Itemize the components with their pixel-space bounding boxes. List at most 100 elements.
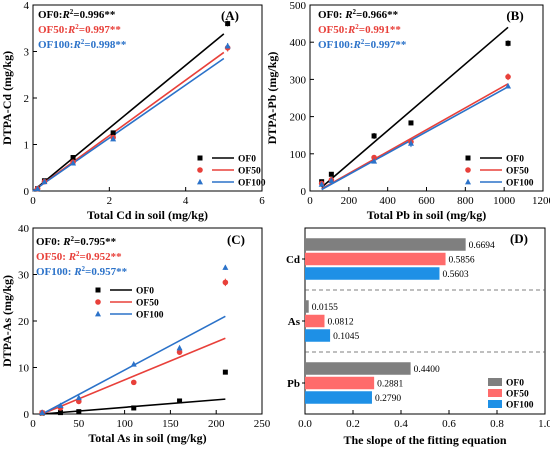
legend-marker-OF50 (197, 167, 203, 173)
x-tick-label: 1000 (493, 195, 516, 207)
y-tick-label: 200 (290, 112, 307, 124)
r2-annotation-OF0: OF0:R2=0.996** (38, 8, 116, 21)
data-point-OF0 (505, 40, 511, 46)
y-tick-label: 40 (18, 223, 30, 235)
y-tick-label: 0 (24, 186, 30, 198)
y-tick-label: 300 (290, 74, 307, 86)
data-point-OF0 (70, 155, 76, 161)
y-tick-label: 2 (24, 93, 30, 105)
x-tick-label: 50 (73, 418, 85, 430)
data-point-OF0 (57, 410, 63, 416)
r2-annotation-OF50: OF50: R2=0.952** (36, 250, 122, 263)
legend-label-OF0: OF0 (136, 287, 154, 297)
fit-line-OF0 (321, 26, 509, 188)
x-axis-label: Total Cd in soil (mg/kg) (87, 208, 208, 222)
x-tick-label: 0 (307, 195, 313, 207)
legend-marker-OF50 (465, 167, 471, 173)
panel-label: (A) (221, 8, 239, 23)
legend-swatch-OF0 (488, 378, 502, 386)
legend-label-OF0: OF0 (238, 155, 256, 165)
x-tick-label: 200 (208, 418, 225, 430)
data-point-OF100 (75, 394, 82, 401)
legend-marker-OF100 (197, 178, 203, 185)
r2-annotation-OF100: OF100: R2=0.957** (36, 265, 128, 278)
category-label-Cd: Cd (286, 254, 300, 266)
y-tick-label: 10 (18, 363, 30, 375)
data-point-OF100 (39, 409, 46, 416)
data-point-OF100 (41, 178, 48, 185)
r2-annotation-OF100: OF100:R2=0.997** (318, 38, 407, 51)
x-tick-label: 0.4 (394, 418, 408, 430)
legend-label-OF50: OF50 (136, 299, 159, 309)
legend-label-OF100: OF100 (238, 179, 266, 189)
x-tick-label: 0.8 (490, 418, 504, 430)
category-label-Pb: Pb (287, 378, 300, 390)
legend-label-OF100: OF100 (506, 179, 534, 189)
x-tick-label: 200 (341, 195, 358, 207)
fit-line-OF100 (32, 57, 225, 192)
x-tick-label: 0.2 (346, 418, 360, 430)
bar-value-label: 0.1045 (333, 332, 359, 342)
y-tick-label: 30 (18, 270, 30, 282)
bar-OF100-As (305, 329, 331, 342)
legend-label-OF100: OF100 (136, 311, 164, 321)
data-point-OF0 (225, 21, 231, 27)
data-point-OF0 (371, 133, 377, 139)
data-point-OF0 (110, 130, 116, 136)
x-tick-label: 0.6 (442, 418, 456, 430)
legend-label-OF0: OF0 (506, 155, 524, 165)
bar-value-label: 0.0155 (312, 303, 338, 313)
data-point-OF50 (222, 279, 229, 286)
fit-line-OF50 (41, 337, 226, 415)
legend-marker-OF100 (95, 310, 101, 317)
bar-OF50-Cd (305, 252, 446, 266)
bar-value-label: 0.4400 (414, 365, 440, 375)
y-tick-label: 400 (290, 37, 307, 49)
fit-line-OF0 (32, 33, 225, 192)
y-tick-label: 3 (24, 47, 30, 59)
fit-line-OF50 (32, 51, 225, 192)
data-point-OF100 (34, 185, 41, 192)
legend-label-OF50: OF50 (506, 167, 529, 177)
x-tick-label: 0.0 (298, 418, 312, 430)
data-point-OF100 (318, 181, 325, 187)
legend-marker-OF50 (95, 299, 101, 305)
x-tick-label: 250 (254, 418, 271, 430)
legend-label-OF50: OF50 (506, 390, 529, 400)
bar-value-label: 0.0812 (327, 317, 353, 327)
data-point-OF50 (505, 73, 511, 80)
data-point-OF100 (70, 159, 77, 166)
y-tick-label: 1 (24, 140, 30, 152)
r2-annotation-OF0: OF0: R2=0.795** (36, 235, 117, 248)
data-point-OF50 (176, 349, 183, 355)
legend-marker-OF0 (197, 155, 203, 161)
legend-marker-OF0 (95, 287, 101, 293)
bar-value-label: 0.2881 (377, 379, 403, 389)
panel-label: (D) (510, 231, 528, 246)
x-tick-label: 6 (259, 195, 265, 207)
category-label-As: As (288, 316, 301, 328)
x-tick-label: 0 (30, 195, 36, 207)
data-point-OF100 (371, 158, 378, 164)
x-tick-label: 400 (379, 195, 396, 207)
bar-value-label: 0.6694 (469, 241, 495, 251)
bar-OF0-Pb (305, 362, 411, 375)
data-point-OF50 (130, 379, 137, 386)
x-tick-label: 2 (107, 195, 113, 207)
bar-value-label: 0.5603 (442, 270, 468, 280)
data-point-OF100 (130, 361, 137, 367)
data-point-OF0 (177, 398, 183, 404)
legend-marker-OF100 (465, 178, 471, 185)
data-point-OF0 (76, 409, 82, 415)
r2-annotation-OF100: OF100:R2=0.998** (38, 38, 127, 51)
bar-OF50-Pb (305, 376, 375, 390)
x-axis-label: Total Pb in soil (mg/kg) (367, 208, 487, 222)
data-point-OF0 (408, 120, 414, 126)
x-axis-label: Total As in soil (mg/kg) (88, 431, 206, 445)
legend-swatch-OF100 (488, 400, 502, 408)
data-point-OF0 (328, 171, 334, 177)
